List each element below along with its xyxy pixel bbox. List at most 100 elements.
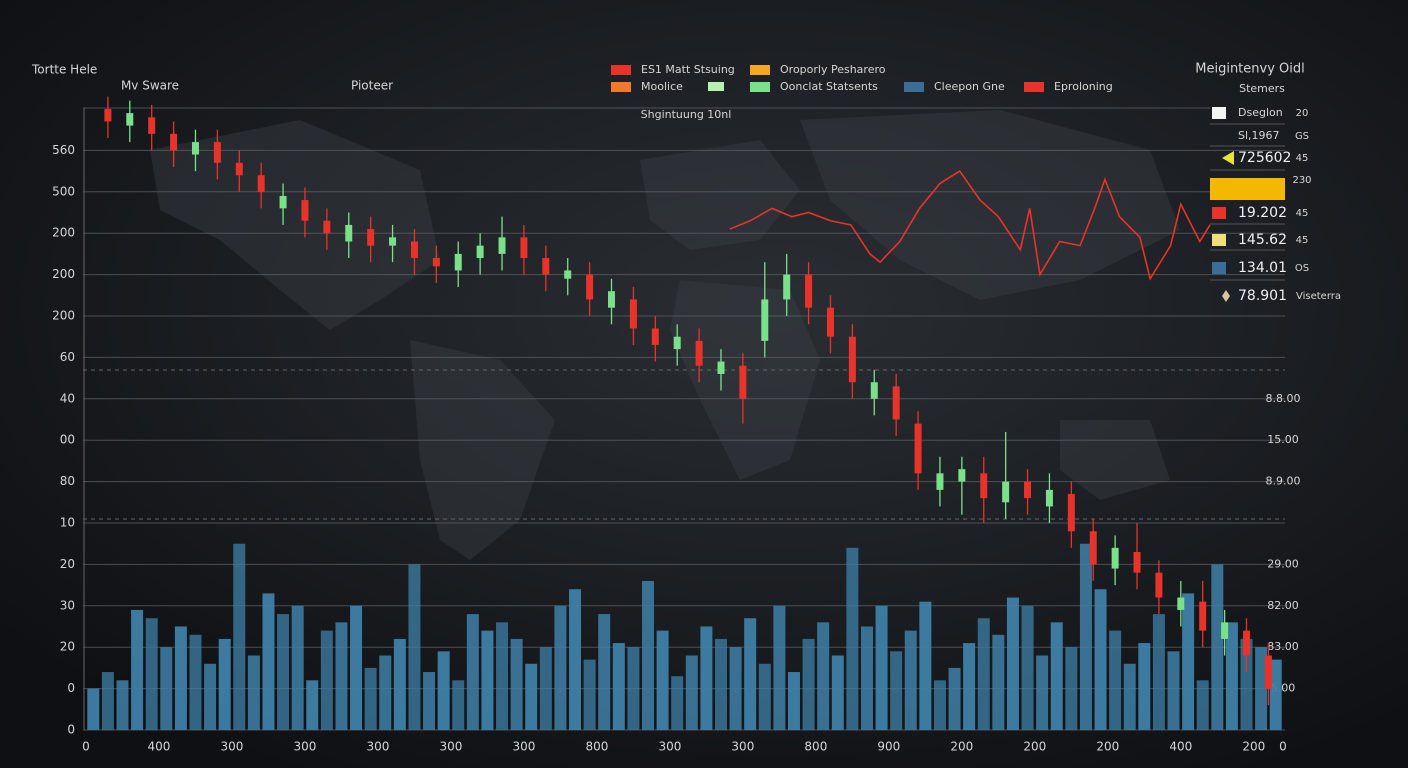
x-tick-label: 0 (1279, 740, 1287, 754)
y-tick-label: 20 (60, 640, 75, 654)
volume-bar (160, 647, 173, 730)
legend-label: Moolice (641, 80, 683, 93)
candle-body (235, 162, 243, 176)
candle-body (936, 473, 944, 490)
volume-bar (642, 580, 655, 730)
candle-body (1089, 531, 1097, 565)
volume-bar (379, 655, 392, 730)
y2-tick-label: 83.00 (1267, 640, 1299, 653)
y-tick-label: 500 (52, 184, 75, 198)
legend-label: Cleepon Gne (934, 80, 1005, 93)
legend-label: Oonclat Statsents (780, 80, 878, 93)
volume-bar (1167, 651, 1180, 730)
y-tick-label: 60 (60, 350, 75, 364)
volume-bar (306, 680, 319, 730)
volume-bar (846, 547, 859, 730)
volume-bar (598, 614, 611, 730)
x-tick-label: 300 (439, 740, 462, 754)
volume-bar (131, 609, 144, 730)
candle-body (1177, 597, 1185, 610)
candle-body (826, 307, 834, 337)
candle-body (1067, 494, 1075, 532)
legend-swatch (750, 65, 770, 75)
volume-bar (174, 626, 187, 730)
panel-label: Dseglon (1238, 106, 1283, 119)
volume-bar (1196, 680, 1209, 730)
y-tick-label: 560 (52, 143, 75, 157)
volume-bar (1182, 593, 1195, 730)
panel-marker (1212, 107, 1226, 119)
volume-bar (1152, 614, 1165, 730)
volume-bar (1269, 659, 1282, 730)
volume-bar (1036, 655, 1049, 730)
volume-bar (1021, 605, 1034, 730)
candle-body (1264, 655, 1272, 689)
candle-body (345, 224, 353, 242)
candle-body (783, 274, 791, 300)
legend-swatch (750, 82, 770, 92)
panel-marker (1212, 207, 1226, 219)
y-tick-label: 10 (60, 516, 75, 530)
volume-bar (423, 672, 436, 730)
volume-bar (904, 630, 917, 730)
panel-value: Viseterra (1296, 291, 1341, 302)
candle-body (279, 195, 287, 209)
candle-body (1111, 547, 1119, 569)
volume-bar (204, 663, 217, 730)
y2-tick-label: 82.00 (1267, 599, 1299, 612)
candle-body (126, 113, 134, 126)
candle-body (608, 291, 616, 308)
candle-body (870, 382, 878, 399)
volume-bar (656, 630, 669, 730)
candle-body (454, 253, 462, 271)
volume-bar (481, 630, 494, 730)
volume-bar (714, 638, 727, 730)
volume-bar (408, 564, 421, 730)
y-tick-label: 00 (60, 433, 75, 447)
volume-bar (496, 622, 509, 730)
x-tick-label: 400 (148, 740, 171, 754)
volume-bar (233, 543, 246, 730)
legend-label: Oroporly Pesharero (780, 63, 886, 76)
volume-bar (963, 643, 976, 730)
volume-bar (350, 605, 363, 730)
volume-bar (1255, 647, 1268, 730)
x-tick-label: 200 (1242, 740, 1265, 754)
panel-value: OS (1295, 263, 1309, 274)
candle-body (805, 274, 813, 308)
candle-body (389, 237, 397, 246)
volume-bar (875, 605, 888, 730)
y-tick-label: 0 (67, 681, 75, 695)
chart-title: Tortte Hele (31, 63, 97, 77)
chart-subtitle: Shgintuung 10nl (641, 108, 732, 121)
x-tick-label: 300 (658, 740, 681, 754)
volume-bar (145, 618, 158, 730)
x-tick-label: 800 (804, 740, 827, 754)
y2-tick-label: 29.00 (1267, 557, 1299, 570)
volume-bar (977, 618, 990, 730)
volume-bar (247, 655, 260, 730)
volume-bar (744, 618, 757, 730)
panel-value: GS (1295, 131, 1309, 142)
panel-marker (1222, 290, 1230, 302)
volume-bar (685, 655, 698, 730)
x-tick-label: 200 (1023, 740, 1046, 754)
volume-bar (1094, 589, 1107, 730)
candle-body (892, 386, 900, 420)
volume-bar (189, 634, 202, 730)
volume-bar (627, 647, 640, 730)
volume-bar (1225, 622, 1238, 730)
candle-body (257, 175, 265, 192)
candle-body (1243, 630, 1251, 656)
candle-body (410, 241, 418, 259)
candle-body (651, 328, 659, 345)
candle-body (761, 299, 769, 341)
volume-bar (1240, 638, 1253, 730)
volume-bar (1109, 630, 1122, 730)
y-tick-label: 200 (52, 226, 75, 240)
volume-bar (612, 643, 625, 730)
y-tick-label: 0 (67, 723, 75, 737)
volume-bar (1006, 597, 1019, 730)
x-tick-label: 300 (731, 740, 754, 754)
